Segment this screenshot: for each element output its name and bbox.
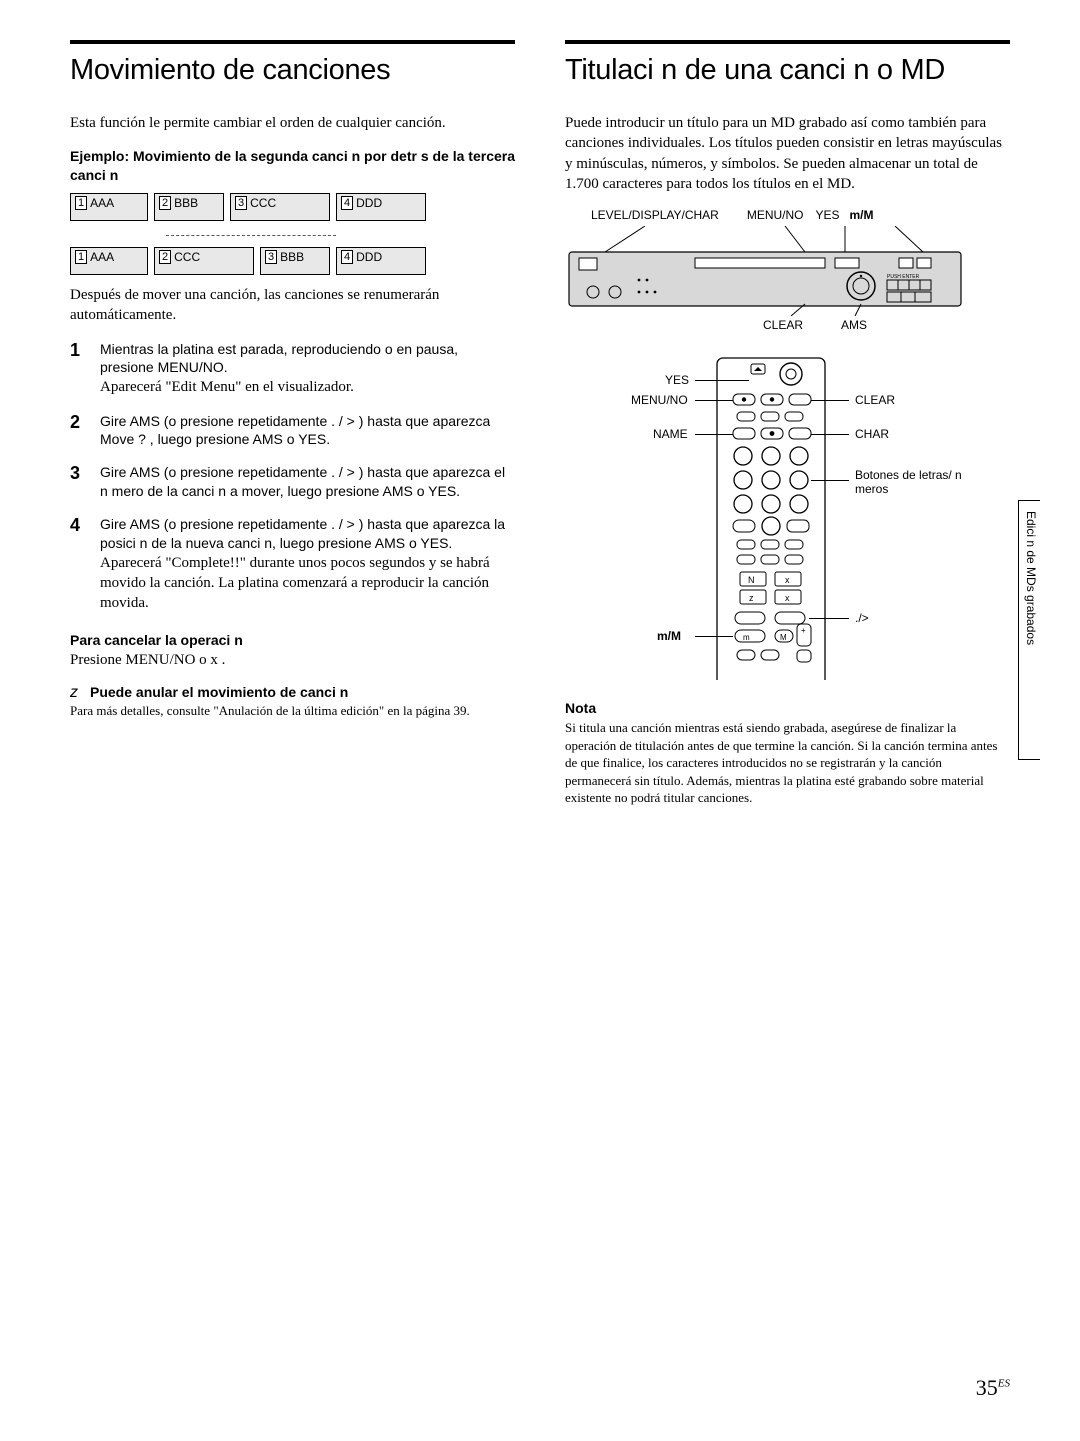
note-title: Nota xyxy=(565,700,1010,716)
track-number: 1 xyxy=(75,250,87,264)
svg-text:+: + xyxy=(801,626,806,635)
deck-label-yes: YES xyxy=(816,208,840,222)
svg-text:PUSH ENTER: PUSH ENTER xyxy=(887,274,920,280)
tip-heading: Puede anular el movimiento de canci n xyxy=(90,684,348,700)
svg-text:x: x xyxy=(785,593,790,603)
track-cell: 2BBB xyxy=(154,193,224,221)
remote-label-name: NAME xyxy=(653,427,688,441)
right-intro: Puede introducir un título para un MD gr… xyxy=(565,113,1010,194)
left-column: Movimiento de canciones Esta función le … xyxy=(70,40,515,807)
remote-label-mm: m/M xyxy=(657,629,681,643)
deck-label-clear: CLEAR xyxy=(763,318,803,332)
track-cell: 3CCC xyxy=(230,193,330,221)
track-number: 2 xyxy=(159,196,171,210)
deck-label-menu: MENU/NO xyxy=(747,208,804,222)
side-tab: Edici n de MDs grabados xyxy=(1018,500,1040,760)
track-name: DDD xyxy=(356,250,382,264)
track-name: DDD xyxy=(356,196,382,210)
tracks-diagram: 1AAA2BBB3CCC4DDD 1AAA2CCC3BBB4DDD xyxy=(70,193,515,275)
remote-svg: N x z x m M + xyxy=(565,350,965,680)
track-number: 3 xyxy=(265,250,277,264)
column-divider xyxy=(70,40,515,44)
deck-diagram: LEVEL/DISPLAY/CHAR MENU/NO YES m/M xyxy=(565,208,1010,336)
page-number: 35ES xyxy=(976,1375,1010,1401)
remote-label-seek: ./> xyxy=(855,611,869,625)
svg-text:N: N xyxy=(748,575,755,585)
deck-label-ams: AMS xyxy=(841,318,867,332)
left-intro: Esta función le permite cambiar el orden… xyxy=(70,113,515,133)
page-number-suffix: ES xyxy=(998,1378,1010,1390)
remote-label-menu: MENU/NO xyxy=(631,393,688,407)
deck-label-level: LEVEL/DISPLAY/CHAR xyxy=(591,208,719,222)
track-cell: 4DDD xyxy=(336,193,426,221)
example-label: Ejemplo: Movimiento de la segunda canci … xyxy=(70,147,515,185)
right-title: Titulaci n de una canci n o MD xyxy=(565,54,1010,87)
remote-label-yes: YES xyxy=(665,373,689,387)
step-lead: Gire AMS (o presione repetidamente . / >… xyxy=(100,515,515,553)
step-lead: Mientras la platina est parada, reproduc… xyxy=(100,340,515,378)
after-diagram-text: Después de mover una canción, las cancio… xyxy=(70,285,515,326)
track-cell: 1AAA xyxy=(70,247,148,275)
track-cell: 2CCC xyxy=(154,247,254,275)
svg-text:m: m xyxy=(743,633,750,642)
note-body: Si titula una canción mientras está sien… xyxy=(565,719,1010,807)
svg-text:M: M xyxy=(780,633,787,642)
track-number: 1 xyxy=(75,196,87,210)
step-body: Aparecerá "Edit Menu" en el visualizador… xyxy=(100,379,354,395)
svg-text:z: z xyxy=(749,593,754,603)
page-number-value: 35 xyxy=(976,1375,998,1400)
step-item: Gire AMS (o presione repetidamente . / >… xyxy=(70,463,515,501)
left-title: Movimiento de canciones xyxy=(70,54,515,87)
track-number: 3 xyxy=(235,196,247,210)
track-name: AAA xyxy=(90,250,114,264)
track-number: 4 xyxy=(341,196,353,210)
cancel-heading: Para cancelar la operaci n xyxy=(70,632,515,648)
track-cell: 1AAA xyxy=(70,193,148,221)
tip-body: Para más detalles, consulte "Anulación d… xyxy=(70,702,515,720)
track-name: CCC xyxy=(250,196,276,210)
deck-svg: PUSH ENTER xyxy=(565,226,965,316)
track-name: BBB xyxy=(174,196,198,210)
svg-text:x: x xyxy=(785,575,790,585)
steps-list: Mientras la platina est parada, reproduc… xyxy=(70,340,515,614)
remote-label-letters: Botones de letras/ n meros xyxy=(855,468,965,497)
remote-label-char: CHAR xyxy=(855,427,889,441)
step-item: Mientras la platina est parada, reproduc… xyxy=(70,340,515,398)
step-lead: Gire AMS (o presione repetidamente . / >… xyxy=(100,463,515,501)
track-name: BBB xyxy=(280,250,304,264)
tip-icon: z xyxy=(70,684,78,701)
step-item: Gire AMS (o presione repetidamente . / >… xyxy=(70,515,515,614)
step-item: Gire AMS (o presione repetidamente . / >… xyxy=(70,412,515,450)
track-number: 4 xyxy=(341,250,353,264)
track-name: AAA xyxy=(90,196,114,210)
deck-label-mm: m/M xyxy=(850,208,874,222)
remote-label-clear: CLEAR xyxy=(855,393,895,407)
track-cell: 4DDD xyxy=(336,247,426,275)
track-number: 2 xyxy=(159,250,171,264)
track-name: CCC xyxy=(174,250,200,264)
track-cell: 3BBB xyxy=(260,247,330,275)
column-divider xyxy=(565,40,1010,44)
right-column: Titulaci n de una canci n o MD Puede int… xyxy=(565,40,1010,807)
remote-diagram: N x z x m M + xyxy=(565,350,1010,680)
step-lead: Gire AMS (o presione repetidamente . / >… xyxy=(100,412,515,450)
cancel-body: Presione MENU/NO o x . xyxy=(70,650,515,670)
step-body: Aparecerá "Complete!!" durante unos poco… xyxy=(100,555,490,612)
